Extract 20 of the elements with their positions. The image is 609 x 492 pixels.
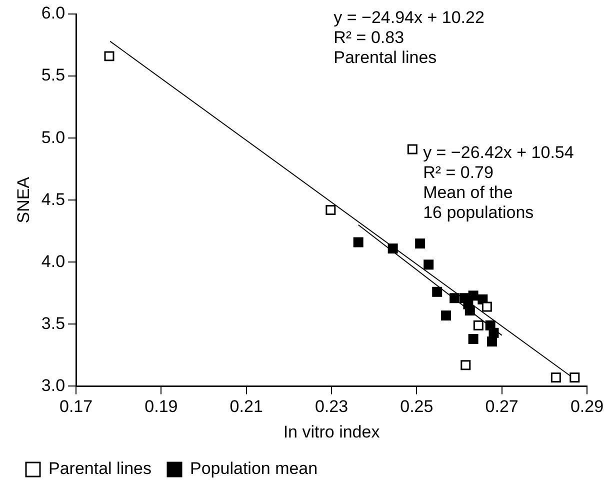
x-axis-title: In vitro index bbox=[283, 422, 380, 442]
y-tick-label: 3.5 bbox=[41, 314, 66, 333]
y-tick-label: 4.0 bbox=[41, 252, 66, 271]
annotation: y = −26.42x + 10.54 R² = 0.79 Mean of the 16 populations bbox=[423, 143, 574, 224]
x-tick-label: 0.25 bbox=[400, 397, 434, 416]
x-tick-label: 0.23 bbox=[314, 397, 348, 416]
y-tick-label: 5.0 bbox=[41, 128, 66, 147]
y-tick-label: 6.0 bbox=[41, 4, 66, 23]
x-tick-label: 0.19 bbox=[144, 397, 178, 416]
y-axis-title: SNEA bbox=[14, 176, 33, 224]
y-tick-label: 5.5 bbox=[41, 66, 66, 85]
y-tick-label: 4.5 bbox=[41, 190, 66, 209]
annotation: y = −24.94x + 10.22 R² = 0.83 Parental lines bbox=[334, 8, 484, 68]
legend-label: Population mean bbox=[190, 459, 318, 478]
x-tick-label: 0.21 bbox=[230, 397, 263, 416]
x-tick-label: 0.17 bbox=[59, 397, 93, 416]
legend-label: Parental lines bbox=[48, 459, 152, 478]
y-tick-label: 3.0 bbox=[41, 376, 66, 395]
x-tick-label: 0.29 bbox=[570, 397, 604, 416]
x-tick-label: 0.27 bbox=[485, 397, 518, 416]
